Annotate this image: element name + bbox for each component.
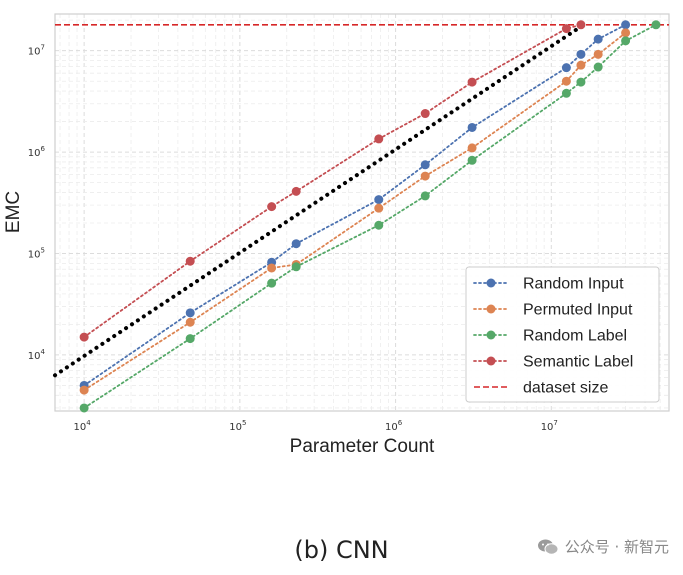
data-point-random-label: [576, 77, 586, 87]
legend-box: [465, 266, 660, 403]
watermark: 公众号 · 新智元: [537, 536, 669, 557]
data-point-random-label: [185, 334, 195, 344]
data-point-random-input: [561, 63, 571, 73]
watermark-text: 公众号 · 新智元: [564, 538, 669, 556]
x-tick-label: 104: [74, 419, 92, 433]
data-point-permuted-input: [79, 385, 89, 395]
data-point-semantic-label: [467, 77, 477, 87]
data-point-random-label: [267, 278, 277, 288]
data-point-random-input: [593, 34, 603, 44]
series-line-random-label: [83, 23, 657, 409]
data-point-random-input: [185, 308, 195, 318]
legend-marker-permuted-input: [486, 304, 496, 314]
x-tick-label: 105: [229, 419, 246, 433]
y-tick-label: 104: [28, 348, 46, 362]
y-axis-label: EMC: [3, 191, 24, 233]
data-point-semantic-label: [185, 256, 195, 266]
legend-label-random-input: Random Input: [523, 276, 624, 293]
data-point-semantic-label: [576, 20, 586, 30]
data-point-random-label: [593, 62, 603, 72]
data-point-permuted-input: [374, 203, 384, 213]
x-tick-label: 107: [541, 419, 558, 433]
y-tick-label: 106: [28, 145, 46, 159]
x-tick-label: 106: [385, 419, 403, 433]
data-point-permuted-input: [185, 317, 195, 327]
trend-line: [53, 20, 590, 378]
data-point-random-input: [621, 20, 631, 30]
data-point-permuted-input: [467, 143, 477, 153]
legend-label-random-label: Random Label: [523, 328, 627, 345]
data-point-random-input: [467, 122, 477, 132]
data-point-random-label: [651, 20, 661, 30]
data-point-random-label: [467, 155, 477, 165]
x-axis-label: Parameter Count: [290, 436, 435, 457]
data-point-semantic-label: [79, 332, 89, 342]
legend-marker-semantic-label: [486, 356, 496, 366]
y-tick-label: 107: [28, 44, 45, 58]
legend-marker-random-input: [486, 278, 496, 288]
data-point-random-label: [420, 191, 430, 201]
data-point-random-label: [79, 403, 89, 413]
data-point-semantic-label: [374, 134, 384, 144]
data-point-semantic-label: [420, 109, 430, 119]
series: [79, 20, 661, 413]
data-point-permuted-input: [593, 49, 603, 59]
data-point-random-input: [374, 195, 384, 205]
data-point-random-input: [576, 49, 586, 59]
data-point-semantic-label: [561, 24, 571, 34]
legend-label-semantic-label: Semantic Label: [523, 354, 633, 371]
legend-label-dataset-size: dataset size: [523, 380, 608, 397]
data-point-permuted-input: [621, 28, 631, 38]
data-point-random-label: [621, 36, 631, 46]
data-point-semantic-label: [291, 186, 301, 196]
axes-frame: [54, 13, 670, 412]
tick-labels: 104 105 106 107 104 105 106 107: [28, 44, 558, 433]
legend: Random Input Permuted Input Random Label Se…: [465, 266, 660, 403]
data-point-permuted-input: [420, 171, 430, 181]
data-point-random-label: [374, 220, 384, 230]
figure-caption: (b) CNN: [294, 536, 389, 564]
data-point-random-label: [291, 262, 301, 272]
y-tick-label: 105: [28, 247, 45, 261]
data-point-random-input: [420, 160, 430, 170]
data-point-semantic-label: [267, 202, 277, 212]
data-point-permuted-input: [267, 263, 277, 273]
data-point-permuted-input: [576, 60, 586, 70]
data-point-random-label: [561, 88, 571, 98]
legend-marker-random-label: [486, 330, 496, 340]
legend-label-permuted-input: Permuted Input: [523, 302, 633, 319]
wechat-icon: [537, 539, 559, 555]
reference-lines: [53, 20, 669, 378]
data-point-random-input: [291, 239, 301, 249]
data-point-permuted-input: [561, 76, 571, 86]
